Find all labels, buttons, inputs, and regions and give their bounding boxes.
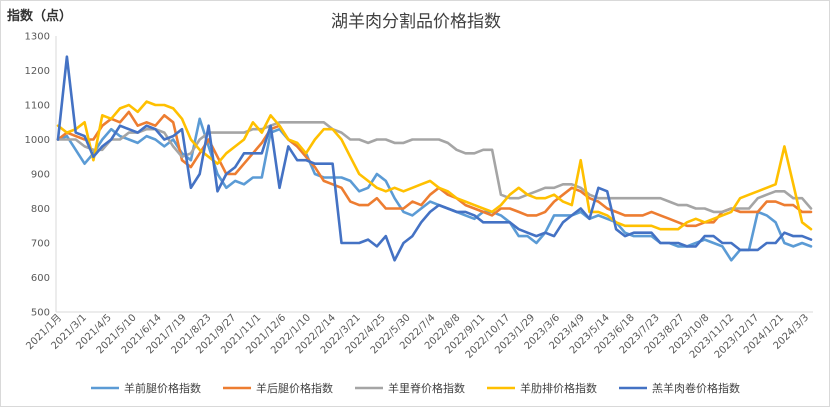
y-tick-label: 1300 — [25, 32, 50, 43]
y-tick-label: 700 — [31, 239, 50, 250]
legend-label: 羔羊肉卷价格指数 — [652, 381, 740, 395]
y-tick-label: 1000 — [25, 135, 50, 146]
legend-label: 羊里脊价格指数 — [388, 381, 465, 395]
y-tick-label: 1200 — [25, 66, 50, 77]
legend-label: 羊后腿价格指数 — [256, 381, 333, 395]
y-tick-label: 1100 — [25, 101, 50, 112]
y-tick-label: 900 — [31, 170, 50, 181]
series-line-4 — [56, 100, 813, 231]
series-line-2 — [56, 110, 813, 228]
y-tick-label: 500 — [31, 308, 50, 319]
series-line-5 — [56, 55, 813, 262]
chart-title: 湖羊肉分割品价格指数 — [331, 12, 501, 32]
y-axis-unit-label: 指数（点） — [7, 9, 73, 24]
series-line-3 — [56, 121, 813, 214]
legend-label: 羊前腿价格指数 — [124, 381, 201, 395]
legend-label: 羊肋排价格指数 — [520, 381, 597, 395]
y-tick-label: 600 — [31, 273, 50, 284]
y-tick-label: 800 — [31, 204, 50, 215]
